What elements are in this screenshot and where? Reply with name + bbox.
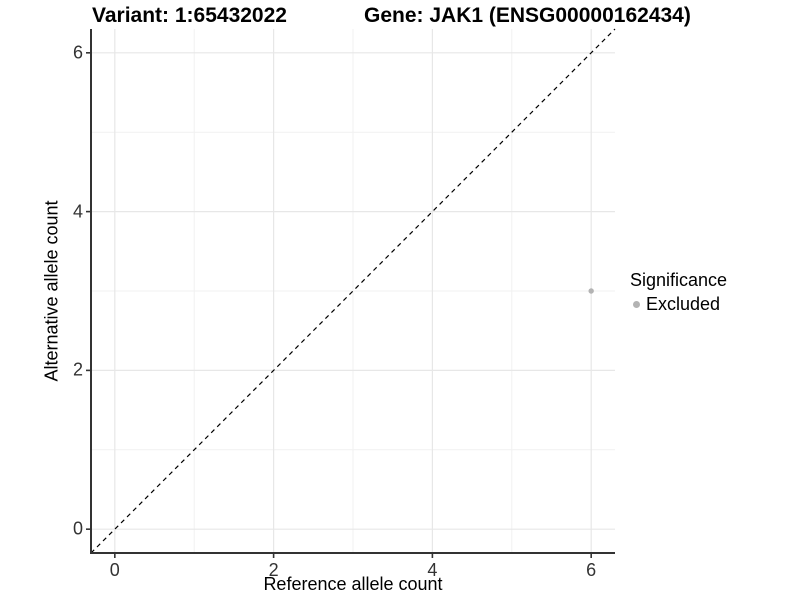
excluded-point-swatch-icon — [633, 300, 640, 308]
data-point — [588, 288, 594, 294]
y-tick-label: 6 — [72, 42, 83, 63]
x-tick-label: 6 — [586, 560, 597, 580]
legend-title: Significance — [630, 270, 728, 290]
gene-title: Gene: JAK1 (ENSG00000162434) — [364, 4, 691, 27]
x-axis-label: Reference allele count — [263, 574, 443, 594]
y-axis-label: Alternative allele count — [41, 200, 62, 382]
x-tick-label: 2 — [268, 560, 279, 580]
y-tick-label: 2 — [72, 359, 83, 380]
legend-item-excluded: Excluded — [630, 294, 727, 314]
variant-title: Variant: 1:65432022 — [92, 4, 287, 27]
y-tick-label: 4 — [72, 201, 83, 222]
x-tick-label: 4 — [427, 560, 438, 580]
legend-item-label: Excluded — [646, 294, 721, 314]
y-tick-label: 0 — [72, 518, 83, 539]
x-tick-label: 0 — [109, 560, 120, 580]
legend: Significance Excluded — [630, 269, 727, 314]
